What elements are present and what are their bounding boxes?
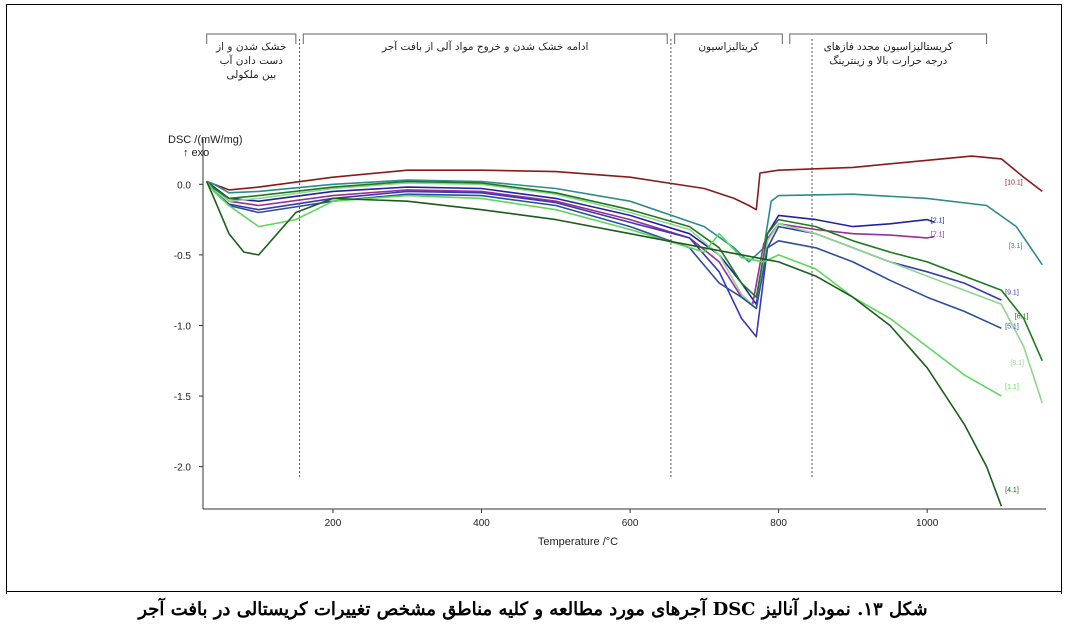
series-line [206,180,1044,404]
figure-caption: شکل ۱۳. نمودار آنالیز DSC آجرهای مورد مط… [138,599,928,620]
y-tick-label: 0.0 [177,180,191,191]
y-axis-label: DSC /(mW/mg) [168,134,243,146]
series-label: [7.1] [931,232,945,239]
series-label: [2.1] [931,217,945,224]
region-label: کریستالیزاسیون مجدد فازهای [824,41,953,53]
series-label: [4.1] [1005,487,1019,494]
series-label: [3.1] [1009,243,1023,250]
series-line [206,179,1043,266]
series-line [206,181,1002,330]
region-brace [789,33,988,44]
series-labels: [10.1] [3.1] [2.1] [7.1] [9.1] [8.1] [6.1] [5.1… [931,179,1029,494]
region-brace [674,33,783,44]
region-brace [206,33,297,44]
series-line [206,180,935,306]
x-tick-label: 1000 [916,518,939,529]
x-axis-label: Temperature /°C [538,536,618,548]
x-tick-label: 200 [325,518,342,529]
y-tick-label: -1.0 [174,321,192,332]
series-label: [1.1] [1005,384,1019,391]
y-axis-sublabel: ↑ exo [183,147,209,159]
series-line [205,181,1003,507]
x-tick-label: 800 [770,518,787,529]
y-tick-label: -0.5 [174,251,192,262]
x-tick-label: 400 [473,518,490,529]
series-layer [205,155,1044,507]
series-label: [6.1] [1015,313,1029,320]
series-label: [10.1] [1005,179,1023,186]
region-label: دست دادن آب [220,54,284,67]
series-label: [9.1] [1005,289,1019,296]
region-label: ادامه خشک شدن و خروج مواد آلی از بافت آج… [381,40,588,53]
series-label: [8.1] [1010,360,1024,367]
region-brace [302,33,668,44]
region-label: خشک شدن و از [215,41,286,53]
series-label: [5.1] [1005,323,1019,330]
region-label: کریتالیزاسیون [698,41,758,53]
figure-frame: 200 400 600 800 1000 0.0 -0.5 -1.0 -1.5 -2.0 خشک … [6,4,1062,626]
series-line [206,181,1002,397]
region-label: بین ملکولی [226,69,276,81]
y-tick-label: -1.5 [174,392,192,403]
axes: 200 400 600 800 1000 0.0 -0.5 -1.0 -1.5 -2.0 [174,139,1046,529]
series-line [206,155,1043,211]
region-label: درجه حرارت بالا و زینترینگ [829,54,947,67]
dsc-chart: 200 400 600 800 1000 0.0 -0.5 -1.0 -1.5 -2.0 خشک … [6,4,1062,594]
series-line [206,180,1044,362]
x-tick-label: 600 [622,518,639,529]
series-line [206,180,935,306]
y-tick-label: -2.0 [174,463,192,474]
